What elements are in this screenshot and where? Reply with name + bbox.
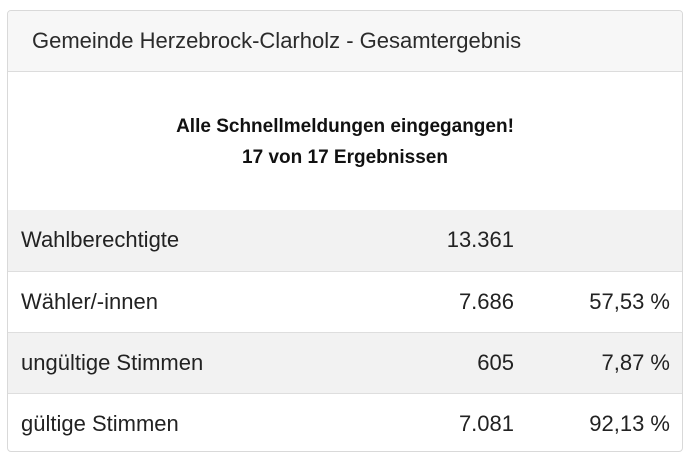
status-message: Alle Schnellmeldungen eingegangen! bbox=[176, 116, 514, 137]
row-count: 7.686 bbox=[321, 270, 514, 332]
page-title: Gemeinde Herzebrock-Clarholz - Gesamterg… bbox=[32, 28, 522, 53]
table-row-wahlberechtigte: Wahlberechtigte 13.361 bbox=[8, 210, 682, 271]
table-row-gueltige-stimmen: gültige Stimmen 7.081 92,13 % bbox=[8, 392, 682, 451]
row-percent: 7,87 % bbox=[514, 331, 682, 393]
table-row-waehler: Wähler/-innen 7.686 57,53 % bbox=[8, 270, 682, 332]
row-label: Wahlberechtigte bbox=[21, 227, 180, 253]
status-notice: Alle Schnellmeldungen eingegangen! 17 vo… bbox=[8, 72, 682, 210]
row-count: 13.361 bbox=[446, 227, 514, 253]
row-count: 7.081 bbox=[321, 392, 514, 451]
row-percent: 92,13 % bbox=[514, 392, 682, 451]
results-card: Gemeinde Herzebrock-Clarholz - Gesamterg… bbox=[7, 10, 683, 452]
results-table: Wahlberechtigte 13.361 Wähler/-innen 7.6… bbox=[8, 210, 682, 451]
row-percent: 57,53 % bbox=[514, 270, 682, 332]
row-label: ungültige Stimmen bbox=[8, 331, 321, 393]
row-label: gültige Stimmen bbox=[8, 392, 321, 451]
row-count: 605 bbox=[321, 331, 514, 393]
row-label: Wähler/-innen bbox=[8, 270, 321, 332]
card-header: Gemeinde Herzebrock-Clarholz - Gesamterg… bbox=[8, 11, 682, 72]
row-percent bbox=[514, 210, 682, 271]
results-count: 17 von 17 Ergebnissen bbox=[242, 147, 448, 168]
table-row-ungueltige-stimmen: ungültige Stimmen 605 7,87 % bbox=[8, 331, 682, 393]
